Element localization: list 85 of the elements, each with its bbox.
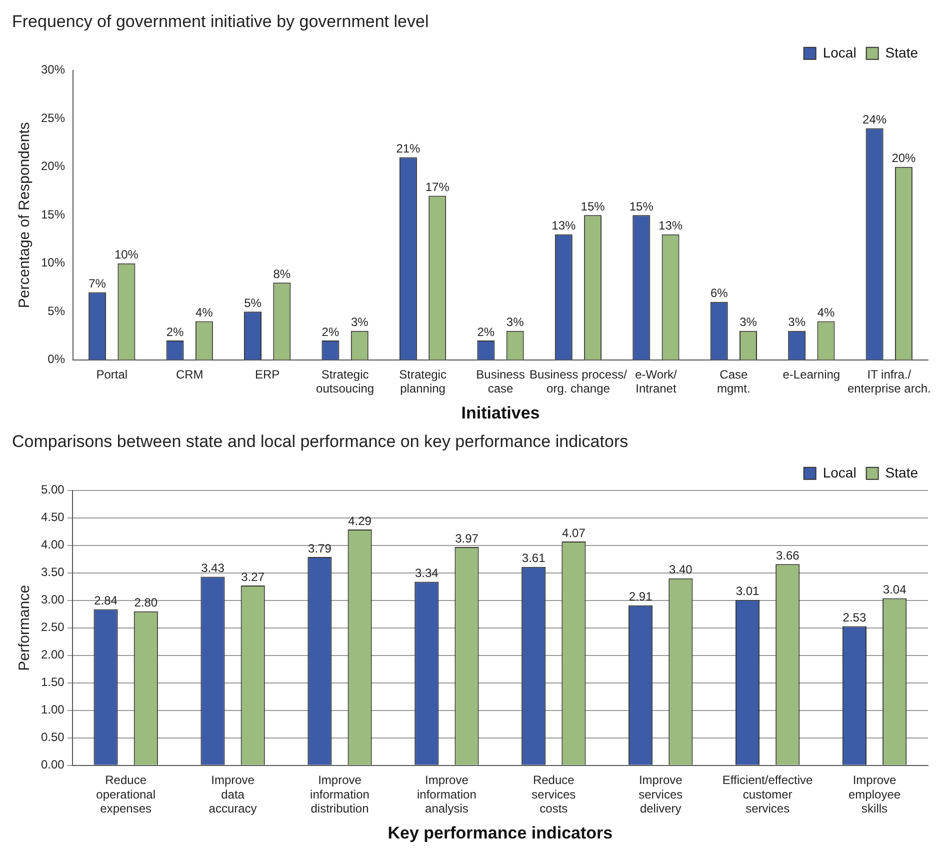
data-label: 3.66 (776, 548, 800, 562)
x-tick-label: Reduce operational expenses (96, 772, 156, 816)
data-label: 4% (817, 306, 835, 320)
y-tick-label: 20% (40, 159, 66, 174)
data-label: 3% (350, 315, 369, 330)
x-tick-label: Improve information analysis (417, 772, 476, 816)
x-tick-label: Business process/ org. change (530, 367, 628, 396)
x-tick-label: e-Learning (782, 367, 840, 382)
x-tick-label: IT infra./ enterprise arch. (847, 367, 931, 396)
x-axis-title: Key performance indicators (388, 823, 613, 842)
x-tick-label: e-Work/ Intranet (635, 367, 678, 396)
y-axis-title: Performance (16, 584, 34, 671)
data-label: 15% (629, 199, 654, 214)
data-label: 8% (273, 266, 291, 281)
x-tick-label: Business case (476, 367, 525, 396)
data-label: 21% (396, 142, 421, 156)
y-tick-label: 30% (40, 62, 66, 77)
chart-title: Frequency of government initiative by government level (12, 12, 429, 31)
y-tick-label: 0.00 (40, 758, 65, 772)
legend-label: State (885, 464, 918, 480)
data-label: 13% (658, 218, 683, 233)
data-label: 2.91 (628, 590, 653, 604)
data-label: 5% (244, 296, 262, 310)
x-tick-label: ERP (254, 367, 280, 382)
legend-label: Local (822, 44, 856, 60)
y-tick-label: 10% (40, 256, 66, 270)
y-tick-label: 2.50 (40, 620, 65, 634)
chart-title: Comparisons between state and local performance on key performance indicators (12, 432, 628, 451)
x-axis-title: Initiatives (461, 403, 540, 422)
data-label: 2.84 (94, 594, 118, 608)
x-tick-label: Improve information distribution (310, 772, 370, 816)
y-tick-label: 0.50 (40, 730, 65, 744)
y-tick-label: 5.00 (40, 482, 65, 497)
data-label: 3.79 (308, 541, 332, 556)
y-tick-label: 15% (40, 207, 66, 222)
legend-label: Local (822, 464, 856, 480)
y-tick-label: 1.00 (40, 702, 65, 717)
x-tick-label: Improve employee skills (848, 772, 901, 816)
data-label: 20% (892, 151, 916, 166)
y-tick-label: 4.00 (40, 538, 65, 552)
x-tick-label: Portal (96, 367, 128, 382)
data-label: 10% (114, 248, 139, 262)
data-label: 3.04 (882, 582, 907, 597)
x-tick-label: Strategic outsoucing (316, 367, 374, 396)
data-label: 2.53 (842, 610, 866, 625)
x-tick-label: CRM (176, 367, 204, 382)
data-label: 13% (552, 218, 576, 233)
data-label: 17% (425, 180, 450, 194)
data-label: 7% (88, 276, 106, 291)
data-label: 4.29 (348, 514, 372, 528)
y-tick-label: 2.00 (40, 648, 65, 662)
y-axis-title: Percentage of Respondents (16, 122, 34, 308)
y-tick-label: 3.00 (40, 592, 65, 607)
data-label: 2% (322, 324, 340, 339)
data-label: 3% (506, 315, 524, 330)
x-tick-label: Improve services delivery (638, 772, 683, 816)
data-label: 24% (862, 112, 887, 127)
data-label: 3.43 (201, 561, 225, 576)
data-label: 3% (740, 315, 758, 330)
data-label: 4.07 (562, 526, 586, 540)
x-tick-label: Improve data accuracy (208, 772, 257, 816)
x-tick-label: Efficient/effective customer services (722, 772, 814, 816)
data-label: 2.80 (134, 596, 158, 610)
data-label: 2% (477, 324, 495, 339)
x-tick-label: Reduce services costs (532, 772, 576, 816)
y-tick-label: 1.50 (40, 675, 65, 690)
y-tick-label: 25% (40, 110, 66, 125)
data-label: 3.40 (668, 562, 693, 577)
x-tick-label: Strategic planning (399, 367, 446, 396)
data-label: 3.27 (241, 570, 265, 584)
data-label: 3% (788, 315, 806, 330)
data-label: 3.61 (522, 551, 546, 566)
data-label: 6% (710, 286, 728, 300)
data-label: 2% (166, 324, 184, 339)
y-tick-label: 0% (48, 352, 66, 366)
data-label: 3.34 (414, 566, 439, 580)
x-tick-label: Case mgmt. (717, 367, 750, 396)
data-label: 15% (580, 199, 606, 214)
legend-label: State (885, 44, 918, 60)
y-tick-label: 5% (48, 304, 66, 318)
data-label: 3.01 (736, 584, 760, 598)
data-label: 4% (196, 306, 214, 320)
y-tick-label: 3.50 (40, 565, 65, 580)
y-tick-label: 4.50 (40, 510, 65, 524)
data-label: 3.97 (455, 531, 479, 546)
